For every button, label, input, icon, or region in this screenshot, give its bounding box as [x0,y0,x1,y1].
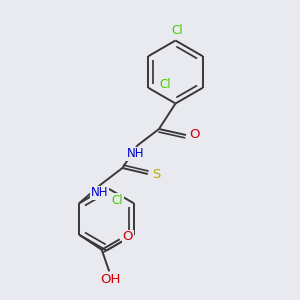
Text: NH: NH [127,147,145,161]
Text: Cl: Cl [171,24,183,38]
Text: O: O [189,128,200,142]
Text: NH: NH [91,186,108,200]
Text: O: O [123,230,133,243]
Text: S: S [152,167,160,181]
Text: Cl: Cl [159,78,170,91]
Text: OH: OH [100,273,121,286]
Text: Cl: Cl [112,194,123,207]
